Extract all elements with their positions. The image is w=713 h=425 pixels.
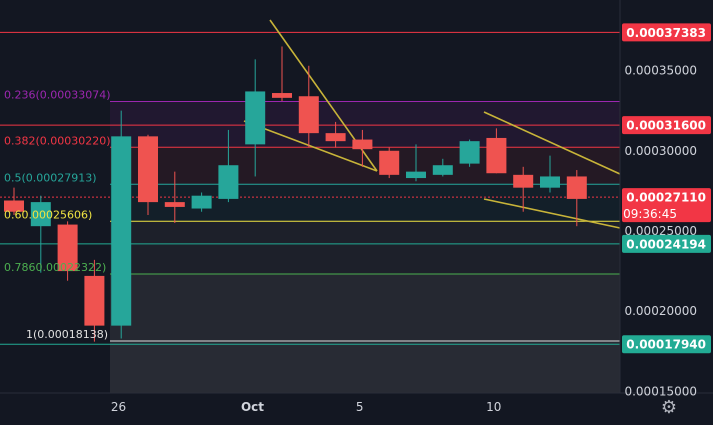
candle[interactable]	[57, 221, 78, 281]
candle[interactable]	[272, 46, 292, 102]
price-tag: 0.00017940	[622, 335, 711, 354]
candle-body	[30, 202, 51, 227]
trendline[interactable]	[483, 198, 621, 229]
x-tick-label: 26	[111, 400, 126, 414]
candle-body	[218, 165, 239, 199]
candle-body	[191, 195, 212, 209]
candle-body	[432, 165, 453, 175]
trendline[interactable]	[483, 111, 621, 175]
candle[interactable]	[352, 129, 373, 167]
candle-body	[352, 139, 373, 150]
fib-zones	[110, 101, 620, 393]
candle[interactable]	[432, 158, 453, 177]
candle[interactable]	[164, 171, 185, 223]
y-tick-label: 0.00020000	[624, 304, 697, 318]
x-tick-label: Oct	[241, 400, 264, 414]
candle-body	[272, 93, 292, 98]
candle[interactable]	[540, 155, 560, 193]
price-tag: 0.00027110 09:36:45	[622, 188, 711, 223]
candle[interactable]	[379, 147, 400, 179]
fib-labels: 0.236(0.00033074) 0.382(0.00030220) 0.5(0.…	[4, 88, 111, 341]
fib-label: 1(0.00018138)	[26, 328, 108, 341]
fib-label: 0.236(0.00033074)	[4, 88, 111, 101]
candle[interactable]	[459, 139, 480, 167]
price-tag-label: 0.00024194	[626, 237, 706, 251]
price-tag-bg	[622, 335, 711, 354]
fib-zone	[110, 341, 620, 393]
fib-label: 0.382(0.00030220)	[4, 134, 111, 147]
candle-body	[379, 150, 400, 175]
x-axis[interactable]: 26 Oct 5 10	[111, 400, 501, 414]
price-tag: 0.00031600	[622, 116, 711, 135]
candle-body	[325, 133, 346, 142]
price-tag: 0.00024194	[622, 234, 711, 253]
trendline[interactable]	[243, 120, 378, 172]
candle[interactable]	[406, 144, 426, 182]
y-axis[interactable]: 0.00035000 0.00030000 0.00025000 0.00020000…	[624, 64, 697, 399]
price-tag-bg	[622, 116, 711, 135]
price-tag-label: 0.00031600	[626, 119, 706, 133]
fib-label: 0.7860.00022322)	[4, 261, 106, 274]
candle-body	[513, 174, 534, 188]
candle-body	[245, 91, 266, 145]
price-tag-bg	[622, 234, 711, 253]
fib-levels	[0, 31, 620, 345]
candle[interactable]	[218, 129, 239, 203]
candle[interactable]	[298, 65, 319, 148]
fib-label: 0.60.00025606)	[4, 208, 92, 221]
candle[interactable]	[138, 134, 158, 215]
candles[interactable]	[4, 46, 587, 342]
x-tick-label: 10	[486, 400, 501, 414]
price-tag-label: 0.00017940	[626, 338, 706, 352]
price-tag-bg	[622, 188, 711, 223]
price-tag-label: 0.00027110	[626, 191, 706, 205]
candle[interactable]	[4, 187, 24, 215]
fib-label: 0.5(0.00027913)	[4, 171, 97, 184]
y-tick-label: 0.00030000	[624, 144, 697, 158]
candle[interactable]	[325, 121, 346, 148]
fib-zone	[110, 184, 620, 222]
candle[interactable]	[30, 195, 51, 273]
candle-body	[4, 200, 24, 212]
fib-zone	[110, 221, 620, 274]
y-tick-label: 0.00025000	[624, 224, 697, 238]
candle-body	[540, 176, 560, 188]
candle[interactable]	[111, 110, 132, 339]
candle-body	[138, 136, 158, 203]
candle-body	[164, 202, 185, 207]
x-tick-label: 5	[356, 400, 364, 414]
candle-body	[84, 275, 105, 326]
gear-icon[interactable]: ⚙	[660, 397, 678, 418]
candle-body	[111, 136, 132, 326]
price-tag: 0.00037383	[622, 23, 711, 42]
candle-body	[486, 137, 507, 174]
candle-body	[406, 171, 426, 179]
candle[interactable]	[191, 192, 212, 212]
candle[interactable]	[566, 170, 587, 227]
price-tag-bg	[622, 23, 711, 42]
y-tick-label: 0.00035000	[624, 64, 697, 78]
fib-zone	[110, 273, 620, 342]
candle[interactable]	[486, 128, 507, 174]
price-tag-label: 0.00037383	[626, 26, 706, 40]
candle-body	[57, 224, 78, 272]
candle[interactable]	[245, 59, 266, 177]
countdown-label: 09:36:45	[623, 207, 677, 221]
candle[interactable]	[513, 166, 534, 212]
price-tags: 0.000373830.000316000.0002711009:36:450.…	[622, 23, 711, 354]
candle-body	[459, 141, 480, 164]
candle[interactable]	[84, 259, 105, 342]
candle-body	[566, 176, 587, 199]
y-tick-label: 0.00015000	[624, 384, 697, 398]
candle-body	[298, 96, 319, 134]
